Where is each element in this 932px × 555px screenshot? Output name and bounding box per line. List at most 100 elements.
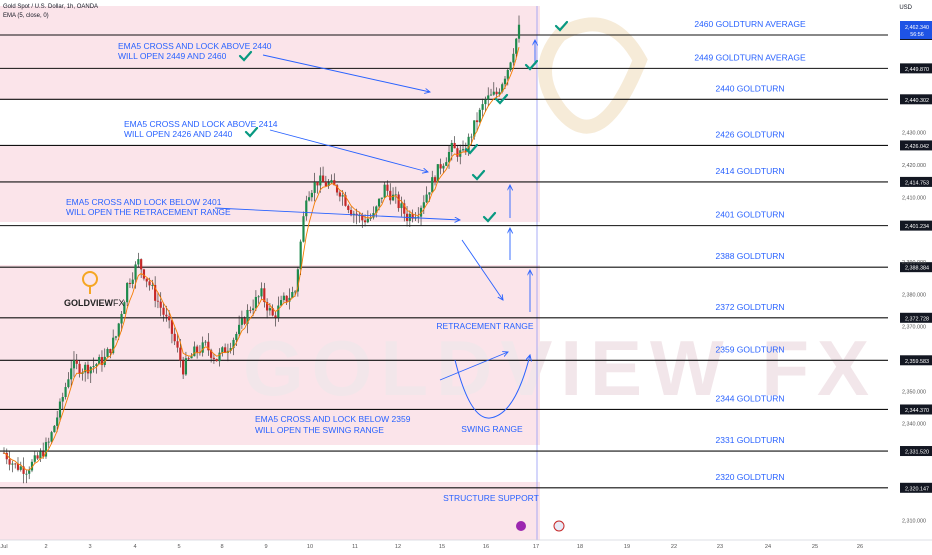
- candle-body: [512, 53, 515, 63]
- direction-arrow: [262, 54, 430, 92]
- candle-body: [215, 358, 218, 362]
- candle-body: [386, 184, 389, 191]
- candle-body: [422, 202, 425, 208]
- candle-body: [78, 363, 81, 374]
- x-axis-tick: Jul: [0, 544, 7, 550]
- brand-name: GOLDVIEW: [64, 298, 113, 308]
- candle-body: [64, 387, 67, 397]
- candle-body: [204, 341, 207, 343]
- price-tag: 2,440.302: [900, 94, 932, 105]
- goldturn-level-label: 2449 GOLDTURN AVERAGE: [694, 52, 806, 62]
- price-axis-tick: 2,410.000: [902, 195, 926, 201]
- brand-logo-icon: [82, 271, 98, 294]
- candle-body: [375, 206, 378, 214]
- candle-body: [274, 315, 277, 318]
- candle-body: [70, 368, 73, 380]
- candle-body: [19, 466, 22, 470]
- candle-body: [349, 209, 353, 216]
- candle-body: [72, 360, 76, 369]
- goldturn-level-label: 2388 GOLDTURN: [716, 251, 785, 261]
- candle-body: [134, 264, 137, 280]
- goldturn-level-label: 2414 GOLDTURN: [716, 166, 785, 176]
- candle-body: [243, 318, 246, 324]
- pink-zone: [0, 6, 540, 35]
- indicator-label[interactable]: EMA (5, close, 0): [3, 13, 49, 19]
- annotation-text: EMA5 CROSS AND LOCK ABOVE 2414: [124, 119, 278, 129]
- candle-body: [240, 318, 244, 325]
- candle-body: [218, 352, 221, 362]
- price-tag-label: 2,344.370: [905, 408, 929, 414]
- goldturn-level-label: 2440 GOLDTURN: [716, 83, 785, 93]
- pink-zone: [0, 315, 540, 356]
- candle-body: [61, 396, 64, 402]
- goldturn-level-label: 2344 GOLDTURN: [716, 393, 785, 403]
- candle-body: [123, 302, 126, 314]
- check-icon: [471, 169, 486, 181]
- x-axis-tick: 19: [624, 544, 630, 550]
- candle-body: [411, 213, 414, 219]
- candle-body: [377, 198, 381, 207]
- price-tag: 2,344.370: [900, 404, 932, 415]
- check-icon: [238, 50, 253, 62]
- candle-body: [327, 182, 330, 186]
- candle-body: [358, 215, 361, 217]
- price-tag-label: 2,331.520: [905, 450, 929, 456]
- check-icon: [494, 93, 509, 105]
- price-tag-bg: [900, 140, 932, 151]
- x-axis-tick: 26: [857, 544, 863, 550]
- price-tag: 2,414.753: [900, 176, 932, 187]
- candle-body: [324, 181, 327, 186]
- candle-body: [366, 218, 369, 223]
- x-axis-tick: 4: [133, 544, 136, 550]
- candle-body: [389, 190, 392, 201]
- candle-body: [165, 314, 168, 317]
- candle-body: [282, 295, 285, 301]
- price-tag-bg: [900, 176, 932, 187]
- candle-body: [263, 288, 266, 303]
- candle-body: [201, 342, 204, 353]
- candle-body: [268, 308, 271, 311]
- price-axis-tick: 2,390.000: [902, 260, 926, 266]
- x-axis-tick: 12: [395, 544, 401, 550]
- candle-body: [296, 269, 299, 292]
- candle-body: [53, 425, 56, 433]
- candle-body: [179, 347, 182, 361]
- candle-body: [8, 459, 11, 465]
- candle-body: [450, 142, 453, 152]
- candle-body: [224, 347, 227, 353]
- price-tag: 2,331.520: [900, 446, 932, 457]
- candle-body: [442, 165, 445, 169]
- candle-body: [28, 470, 31, 474]
- candle-body: [431, 177, 434, 193]
- price-tag-label: 2,426.042: [905, 144, 929, 150]
- candle-body: [184, 358, 188, 375]
- candle-body: [473, 120, 476, 137]
- candle-body: [260, 288, 263, 297]
- price-tag: 2,449.870: [900, 63, 932, 74]
- candle-body: [305, 200, 308, 217]
- candle-body: [445, 162, 448, 166]
- goldturn-level-label: 2359 GOLDTURN: [716, 344, 785, 354]
- goldturn-level-label: 2372 GOLDTURN: [716, 302, 785, 312]
- price-tag: 2,372.728: [900, 312, 932, 323]
- candle-body: [156, 300, 160, 302]
- event-icon: [516, 521, 526, 531]
- currency-label: USD: [899, 5, 912, 11]
- candle-body: [316, 182, 319, 186]
- candle-body: [100, 357, 104, 366]
- candle-body: [238, 324, 241, 334]
- goldturn-level-label: 2401 GOLDTURN: [716, 210, 785, 220]
- candle-body: [380, 197, 383, 199]
- candle-body: [495, 91, 498, 95]
- direction-arrow: [214, 207, 460, 220]
- candle-body: [14, 463, 17, 465]
- candle-body: [196, 346, 199, 353]
- candle-body: [321, 175, 325, 182]
- x-axis-tick: 16: [483, 544, 489, 550]
- candle-body: [92, 365, 95, 367]
- x-axis-tick: 23: [717, 544, 723, 550]
- bar-countdown: 56:56: [910, 32, 924, 38]
- x-axis-tick: 9: [264, 544, 267, 550]
- candle-body: [106, 349, 109, 357]
